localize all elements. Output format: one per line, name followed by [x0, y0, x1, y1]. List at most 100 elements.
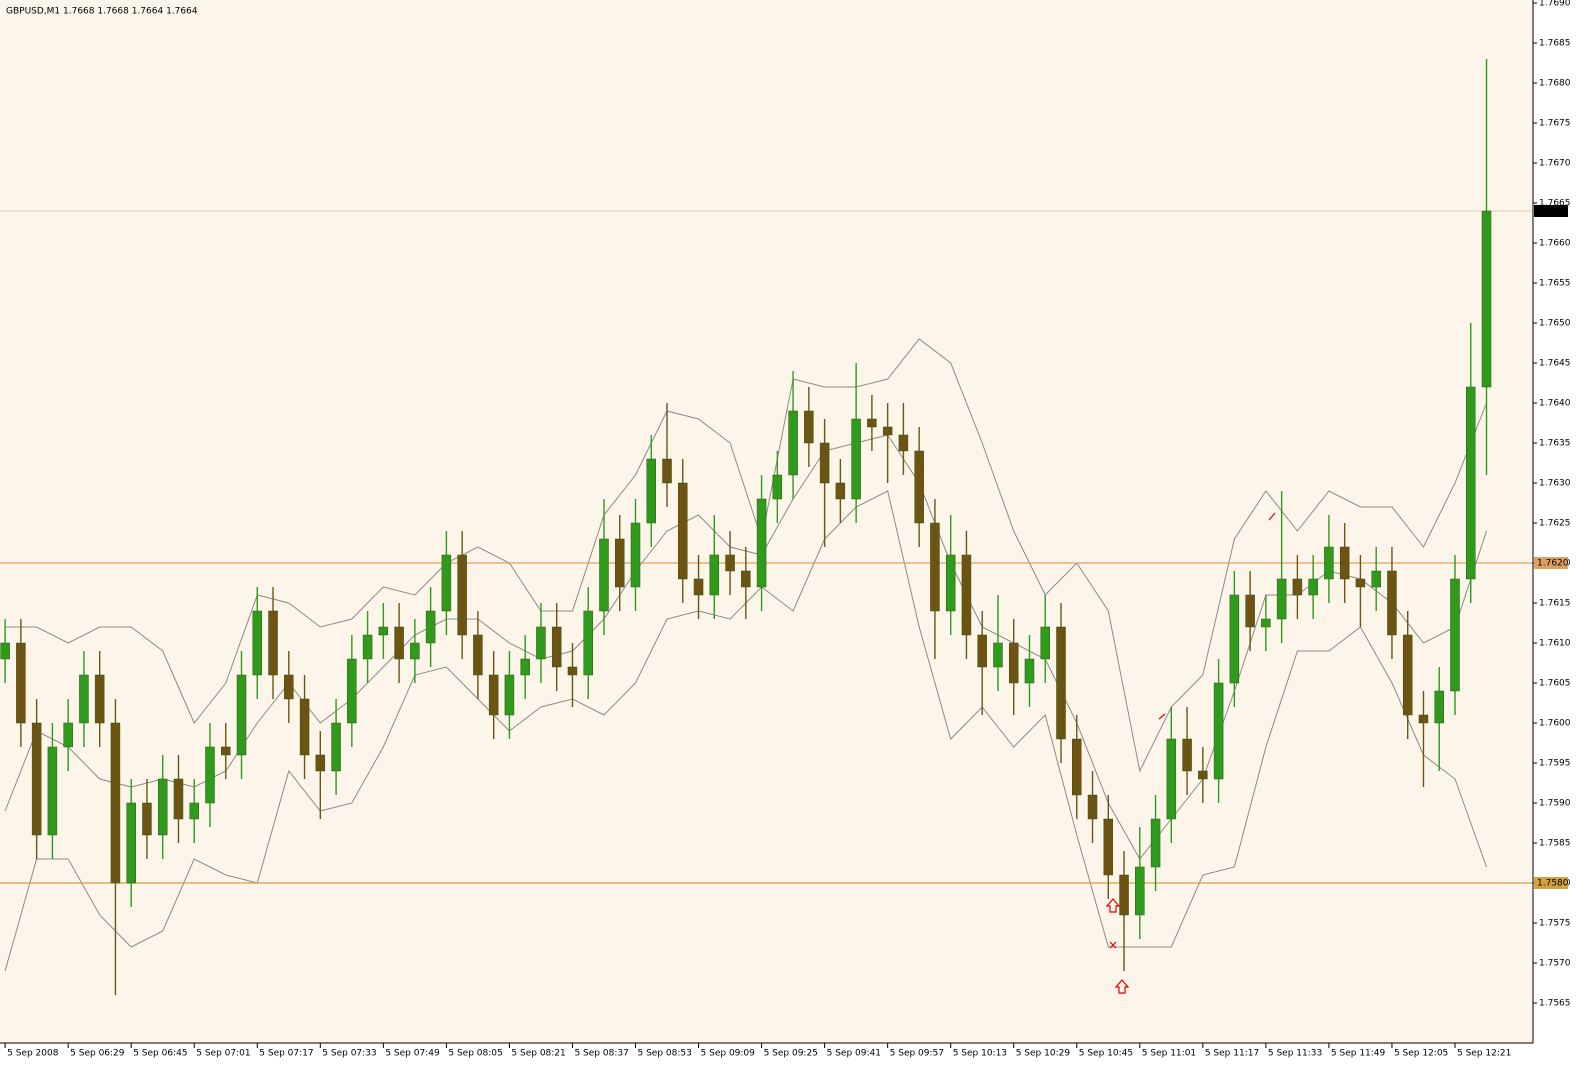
candle-body [1056, 626, 1066, 740]
x-tick-label: 5 Sep 08:53 [637, 1049, 691, 1059]
x-tick-label: 5 Sep 06:45 [133, 1049, 187, 1059]
candle-body [142, 802, 152, 836]
band-upper [5, 338, 1487, 773]
candle-body [599, 538, 609, 612]
candle-body [441, 554, 452, 612]
candle-body [410, 642, 420, 660]
x-tick-label: 5 Sep 08:05 [448, 1049, 502, 1059]
candles [0, 59, 1492, 995]
x-tick-label: 5 Sep 09:25 [764, 1049, 818, 1059]
candle-body [284, 674, 294, 700]
y-tick-label: 1.7630 [1539, 479, 1571, 489]
y-tick-label: 1.7675 [1539, 119, 1571, 129]
candle-body [425, 610, 436, 644]
candle-body [252, 610, 263, 676]
candle-body [31, 722, 42, 836]
y-tick-label: 1.7625 [1539, 519, 1571, 529]
candle-body [110, 722, 121, 884]
candle-body [299, 698, 310, 756]
cross-icon [1109, 941, 1117, 949]
y-tick-label: 1.7595 [1539, 759, 1571, 769]
candle-body [504, 674, 515, 716]
candle-body [1308, 578, 1318, 596]
x-tick-label: 5 Sep 12:21 [1457, 1049, 1511, 1059]
candle-body [614, 538, 625, 588]
x-tick-label: 5 Sep 08:37 [574, 1049, 628, 1059]
level-tag [1534, 557, 1568, 569]
candle-body [1198, 770, 1208, 780]
y-tick-label: 1.7605 [1539, 679, 1571, 689]
x-tick-label: 5 Sep 11:17 [1205, 1049, 1259, 1059]
candle-body [16, 642, 26, 724]
candle-body [930, 522, 940, 612]
candle-body [79, 674, 89, 724]
candle-body [1182, 738, 1192, 772]
candle-body [221, 746, 231, 756]
candle-body [678, 482, 688, 580]
x-tick-label: 5 Sep 12:05 [1394, 1049, 1448, 1059]
candle-body [662, 458, 672, 484]
signal-tick [1268, 512, 1276, 521]
candle-body [1213, 682, 1224, 780]
chart-title: GBPUSD,M1 1.7668 1.7668 1.7664 1.7664 [6, 7, 198, 17]
candle-body [1229, 594, 1240, 684]
candle-body [488, 674, 499, 716]
y-tick-label: 1.7615 [1539, 599, 1571, 609]
signal-tick [1158, 713, 1166, 720]
candle-body [898, 434, 909, 452]
x-tick-label: 5 Sep 10:13 [953, 1049, 1007, 1059]
candle-body [1481, 210, 1492, 388]
level-tag [1534, 877, 1568, 889]
candle-body [1466, 386, 1476, 580]
y-tick-label: 1.7590 [1539, 799, 1571, 809]
y-tick-label: 1.7600 [1539, 719, 1571, 729]
candle-body [977, 634, 987, 668]
candle-body [520, 658, 530, 676]
candle-body [457, 554, 467, 636]
candle-body [1119, 874, 1129, 916]
y-tick-label: 1.7665 [1539, 199, 1571, 209]
y-tick-label: 1.7570 [1539, 959, 1571, 969]
candle-body [394, 626, 404, 660]
candle-body [126, 802, 136, 884]
plot-background [0, 0, 1533, 1043]
y-tick-label: 1.7650 [1539, 319, 1571, 329]
candle-body [804, 410, 814, 444]
candle-body [157, 778, 168, 836]
candle-body [1402, 634, 1413, 716]
candle-body [205, 746, 215, 804]
x-tick-label: 5 Sep 2008 [7, 1049, 59, 1059]
x-tick-label: 5 Sep 09:57 [890, 1049, 944, 1059]
y-tick-label: 1.7685 [1539, 39, 1571, 49]
candle-body [693, 578, 704, 596]
last-price-tag [1534, 205, 1568, 217]
candle-body [236, 674, 247, 756]
up-arrow-icon [1105, 898, 1121, 913]
candle-body [1339, 546, 1350, 580]
candle-body [1292, 578, 1303, 596]
x-tick-label: 5 Sep 09:41 [827, 1049, 881, 1059]
last-price-tag-label: 1.7664 [1537, 207, 1569, 217]
candle-body [882, 426, 893, 436]
candle-body [867, 418, 877, 428]
candle-body [1276, 578, 1287, 620]
x-tick-label: 5 Sep 09:09 [701, 1049, 756, 1059]
y-tick-label: 1.7575 [1539, 919, 1571, 929]
y-tick-label: 1.7680 [1539, 79, 1571, 89]
candle-body [993, 642, 1003, 668]
candle-body [378, 626, 389, 636]
x-tick-label: 5 Sep 11:01 [1142, 1049, 1196, 1059]
candle-body [914, 450, 924, 524]
candle-body [819, 442, 830, 484]
candle-body [331, 722, 341, 772]
candle-body [1166, 738, 1177, 820]
candle-body [1087, 794, 1098, 820]
candle-body [630, 522, 641, 588]
y-tick-label: 1.7670 [1539, 159, 1571, 169]
candle-body [756, 498, 767, 588]
axes: 1.7565 1.7570 1.7575 1.7580 1.7585 1.7590 1.75… [4, 0, 1571, 1059]
candle-body [268, 610, 278, 676]
y-tick-label: 1.7660 [1539, 239, 1571, 249]
candle-body [1450, 578, 1460, 692]
